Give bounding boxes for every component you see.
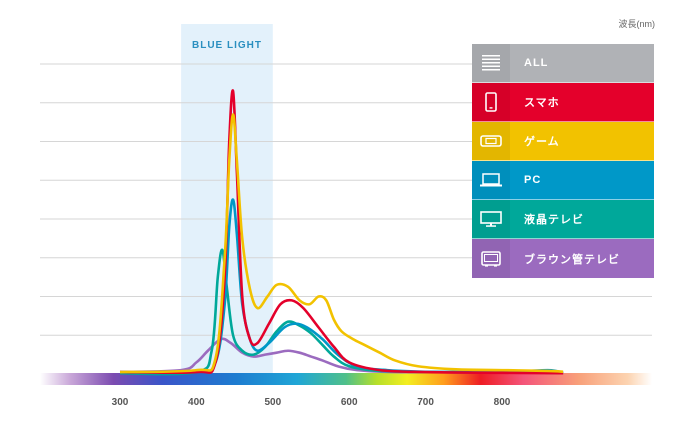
x-tick-label: 500	[264, 397, 281, 408]
x-tick-label: 600	[341, 397, 358, 408]
x-tick-label: 700	[417, 397, 434, 408]
x-tick-label: 800	[494, 397, 511, 408]
series-lines	[119, 89, 564, 376]
monitor-icon	[472, 200, 510, 238]
x-tick-label: 400	[188, 397, 205, 408]
legend-item-pc[interactable]: PC	[472, 161, 654, 200]
legend-label-game: ゲーム	[524, 136, 560, 148]
legend-label-lcd-tv: 液晶テレビ	[524, 214, 584, 226]
legend-item-lcd-tv[interactable]: 液晶テレビ	[472, 200, 654, 239]
legend-label-all: ALL	[524, 57, 549, 69]
legend-label-pc: PC	[524, 174, 542, 186]
device-legend: ALL スマホ ゲーム PC 液晶テレビ ブラウン管テレビ	[472, 44, 654, 278]
series-line-game	[119, 113, 564, 374]
smartphone-icon	[472, 83, 510, 121]
x-axis-ticks: 300 400 500 600 700 800	[112, 397, 511, 408]
legend-item-game[interactable]: ゲーム	[472, 122, 654, 161]
series-line-crt_tv	[119, 337, 564, 375]
legend-item-smartphone[interactable]: スマホ	[472, 83, 654, 122]
legend-item-crt-tv[interactable]: ブラウン管テレビ	[472, 239, 654, 278]
crt-tv-icon	[472, 239, 510, 278]
handheld-game-icon	[472, 122, 510, 160]
legend-item-all[interactable]: ALL	[472, 44, 654, 83]
laptop-icon	[472, 161, 510, 199]
blue-light-label: BLUE LIGHT	[192, 40, 262, 51]
legend-label-crt-tv: ブラウン管テレビ	[524, 253, 620, 266]
list-icon	[472, 44, 510, 82]
series-line-lcd_tv	[119, 248, 564, 376]
wavelength-unit-label: 波長(nm)	[618, 19, 656, 29]
x-tick-label: 300	[112, 397, 129, 408]
legend-label-smartphone: スマホ	[524, 97, 560, 109]
spectrum-bar	[40, 373, 652, 385]
